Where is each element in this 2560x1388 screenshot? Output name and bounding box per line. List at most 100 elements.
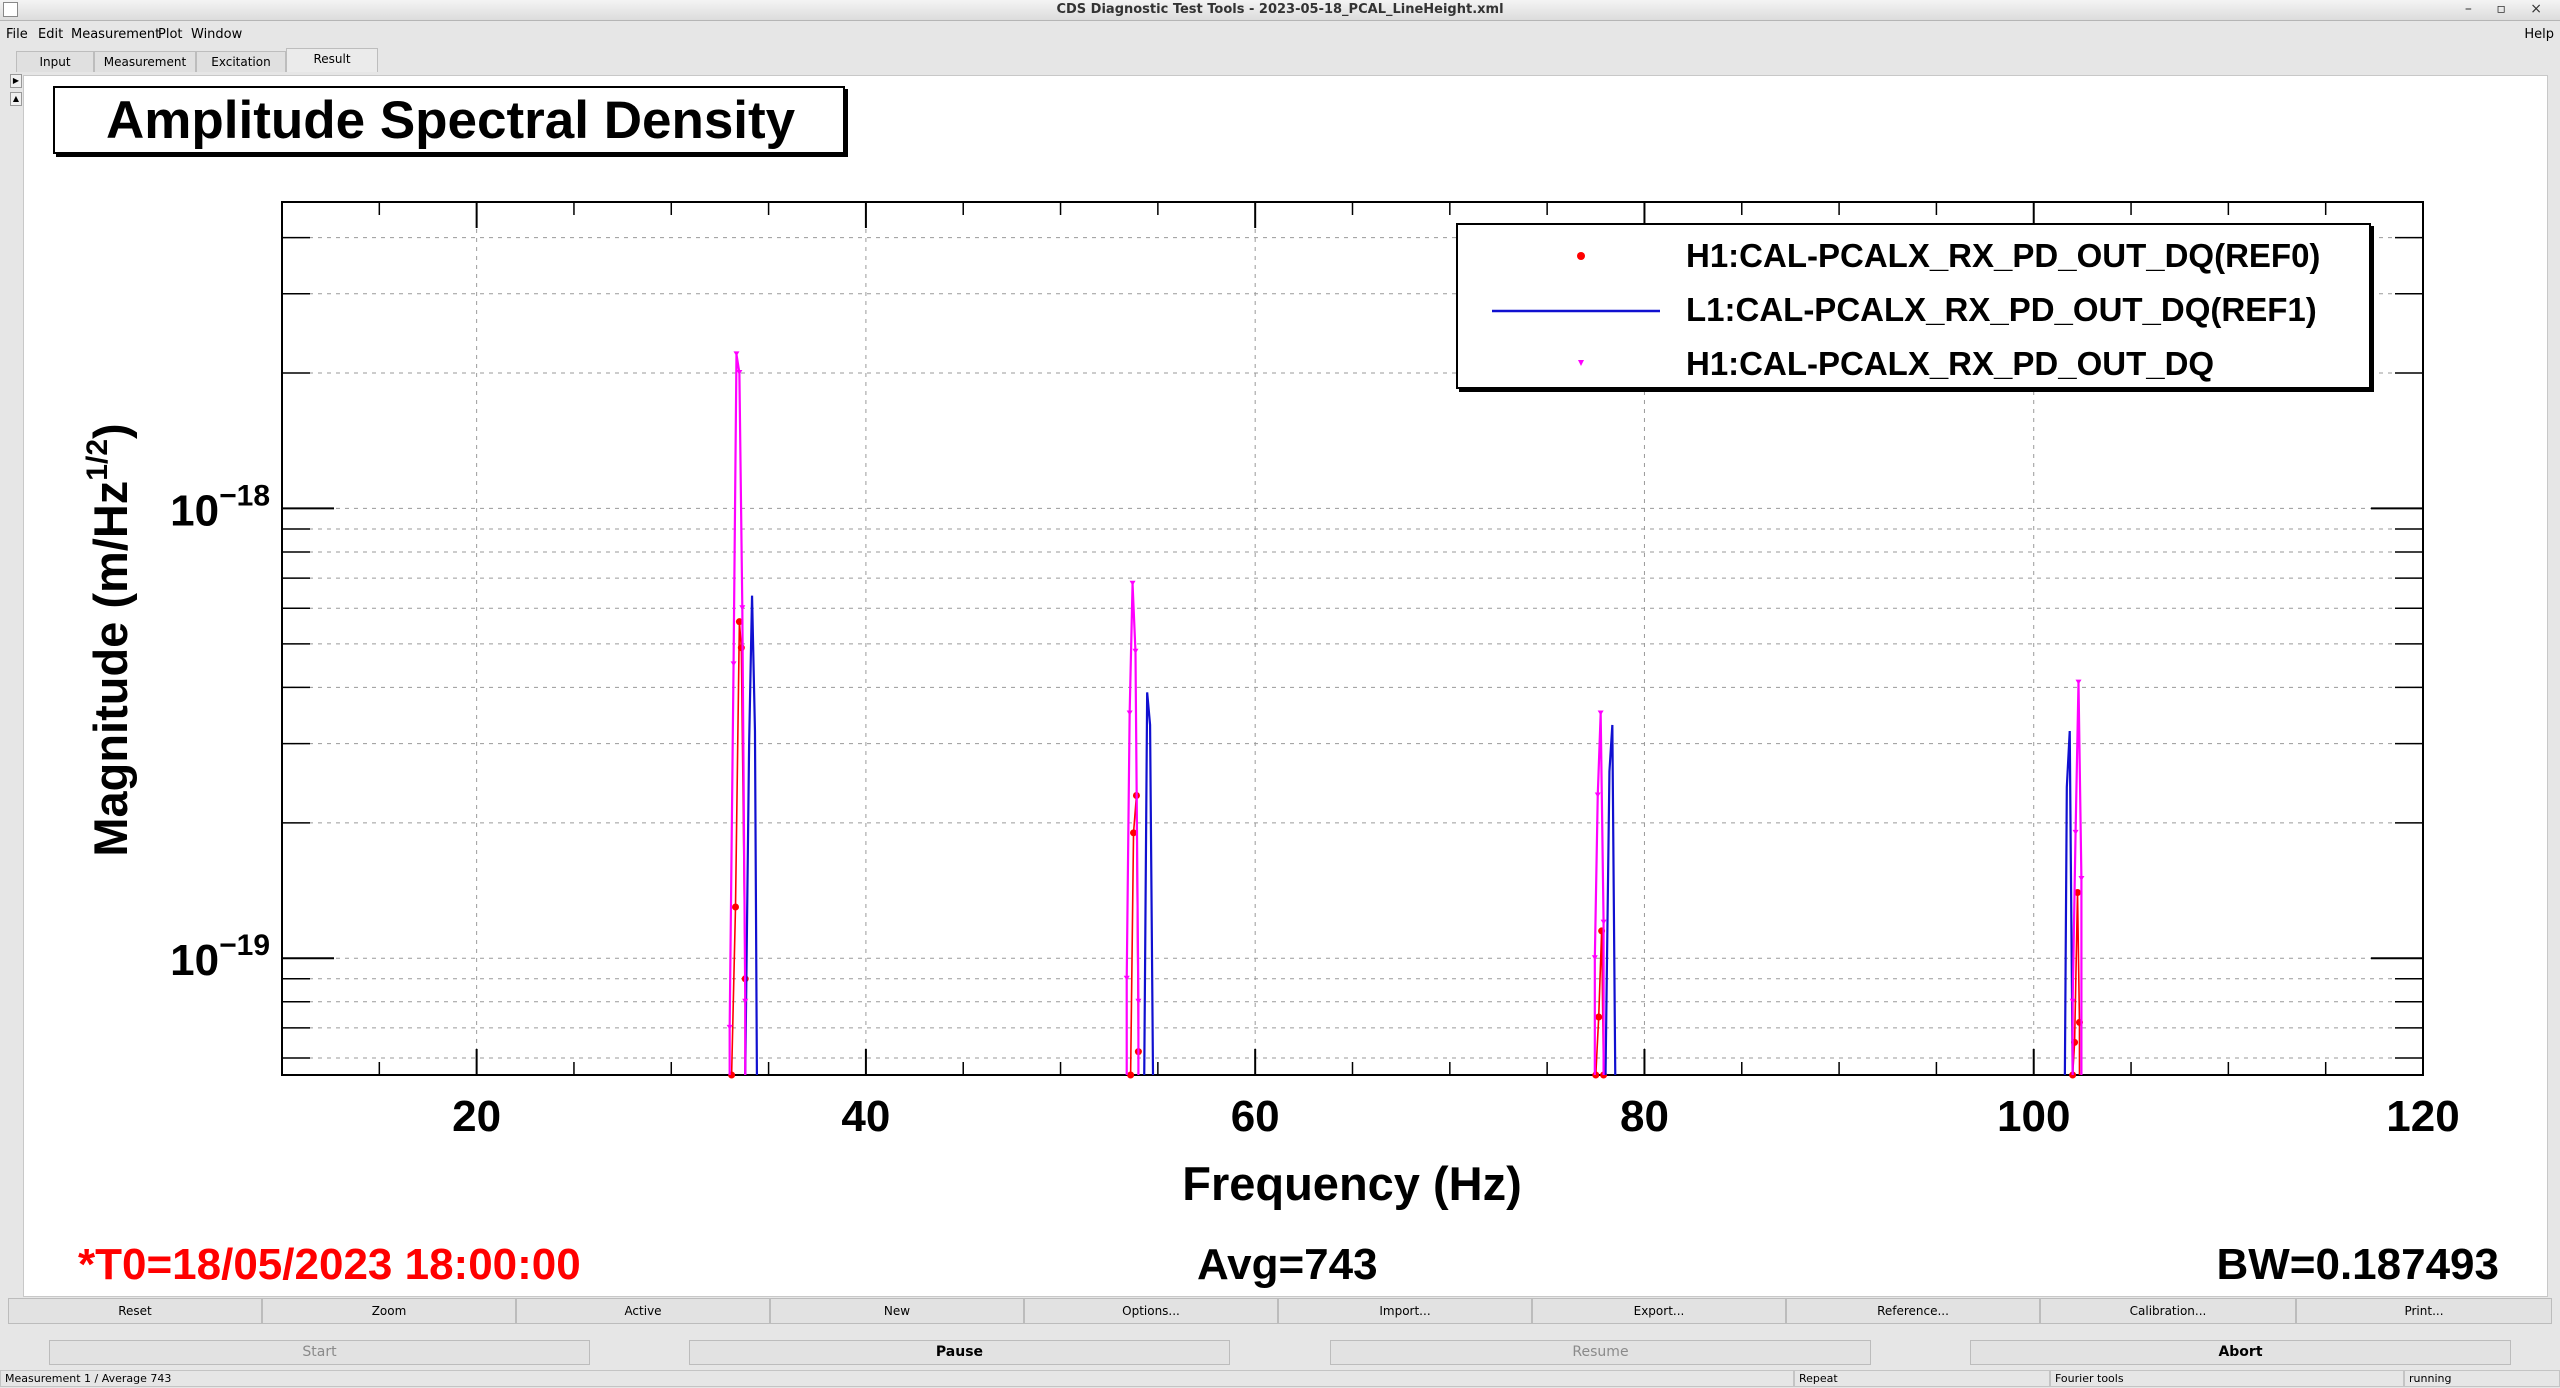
menu-help[interactable]: Help bbox=[2524, 27, 2554, 42]
pad-up-arrow-icon[interactable]: ▲ bbox=[10, 92, 22, 106]
status-measurement: Measurement 1 / Average 743 bbox=[0, 1370, 1794, 1387]
legend-entry-live: H1:CAL-PCALX_RX_PD_OUT_DQ bbox=[1458, 345, 2369, 395]
status-bar: Measurement 1 / Average 743 Repeat Fouri… bbox=[0, 1370, 2560, 1388]
series-1-line bbox=[2063, 730, 2074, 1076]
series-2-point bbox=[1126, 710, 1133, 716]
legend-marker-live bbox=[1578, 360, 1584, 366]
menu-window[interactable]: Window bbox=[191, 27, 243, 42]
svg-text:Magnitude (m/Hz1/2): Magnitude (m/Hz1/2) bbox=[81, 423, 137, 856]
plot-title: Amplitude Spectral Density bbox=[106, 91, 796, 150]
plot-button-row: Reset Zoom Active New Options... Import.… bbox=[8, 1298, 2552, 1325]
series-2-point bbox=[1591, 955, 1598, 961]
axis-ticks bbox=[282, 202, 2424, 1075]
series-0-point bbox=[1130, 829, 1138, 837]
menu-measurement[interactable]: Measurement bbox=[71, 27, 161, 42]
series-2-point bbox=[1600, 919, 1607, 925]
options-button[interactable]: Options... bbox=[1024, 1298, 1278, 1324]
series-0-point bbox=[2074, 888, 2082, 896]
tab-input[interactable]: Input bbox=[16, 51, 94, 72]
series-1-line bbox=[1143, 692, 1155, 1076]
y-tick-label: 10−19 bbox=[170, 929, 270, 985]
series-0-point bbox=[732, 903, 740, 911]
series-0-point bbox=[1595, 1013, 1603, 1021]
x-tick-label: 60 bbox=[1231, 1092, 1280, 1141]
t0-timestamp: *T0=18/05/2023 18:00:00 bbox=[78, 1240, 581, 1289]
reset-button[interactable]: Reset bbox=[8, 1298, 262, 1324]
series-2-point bbox=[1129, 580, 1136, 586]
series-2-point bbox=[736, 370, 743, 376]
average-count: Avg=743 bbox=[1197, 1240, 1378, 1289]
legend-entry-ref0: H1:CAL-PCALX_RX_PD_OUT_DQ(REF0) bbox=[1458, 237, 2369, 287]
reference-button[interactable]: Reference... bbox=[1786, 1298, 2040, 1324]
y-axis-label-main: Magnitude (m/Hz bbox=[84, 481, 137, 857]
legend-label-ref1: L1:CAL-PCALX_RX_PD_OUT_DQ(REF1) bbox=[1686, 291, 2317, 328]
y-axis-label-sup: 1/2 bbox=[81, 439, 114, 481]
series-2-point bbox=[730, 661, 737, 667]
series-2-point bbox=[2078, 876, 2085, 882]
y-tick-label: 10−18 bbox=[170, 479, 270, 535]
x-tick-label: 20 bbox=[452, 1092, 501, 1141]
status-state: running bbox=[2404, 1370, 2560, 1387]
tick-labels: 20 40 60 80 100 120 10−18 10−19 bbox=[170, 479, 2460, 1141]
export-button[interactable]: Export... bbox=[1532, 1298, 1786, 1324]
status-tool: Fourier tools bbox=[2050, 1370, 2404, 1387]
series-2-point bbox=[2069, 998, 2076, 1004]
y-axis-label: Magnitude (m/Hz1/2) bbox=[81, 423, 137, 856]
x-tick-label: 100 bbox=[1997, 1092, 2070, 1141]
window-title: CDS Diagnostic Test Tools - 2023-05-18_P… bbox=[1056, 2, 1504, 17]
window-controls[interactable]: – ▫ × bbox=[2464, 1, 2552, 17]
start-button[interactable]: Start bbox=[49, 1340, 590, 1365]
series-2-point bbox=[733, 351, 740, 357]
series-layer bbox=[726, 351, 2085, 1079]
series-0-point bbox=[1127, 1071, 1135, 1079]
print-button[interactable]: Print... bbox=[2296, 1298, 2552, 1324]
legend-entry-ref1: L1:CAL-PCALX_RX_PD_OUT_DQ(REF1) bbox=[1458, 291, 2369, 341]
legend-marker-ref0 bbox=[1577, 252, 1585, 260]
x-tick-label: 40 bbox=[841, 1092, 890, 1141]
series-2 bbox=[726, 351, 2085, 1075]
window-menu-icon[interactable] bbox=[3, 2, 18, 17]
status-repeat: Repeat bbox=[1794, 1370, 2050, 1387]
window-titlebar: CDS Diagnostic Test Tools - 2023-05-18_P… bbox=[0, 0, 2560, 21]
pad-next-arrow-icon[interactable]: ▶ bbox=[10, 74, 22, 88]
zoom-button[interactable]: Zoom bbox=[262, 1298, 516, 1324]
tab-measurement[interactable]: Measurement bbox=[94, 51, 196, 72]
resume-button[interactable]: Resume bbox=[1330, 1340, 1871, 1365]
series-2-point bbox=[742, 998, 749, 1004]
pad-arrows: ▶ ▲ bbox=[10, 74, 22, 110]
bandwidth-readout: BW=0.187493 bbox=[2216, 1240, 2499, 1289]
series-1 bbox=[744, 595, 2074, 1076]
active-button[interactable]: Active bbox=[516, 1298, 770, 1324]
series-2-point bbox=[2072, 829, 2079, 835]
series-2-point bbox=[1123, 975, 1130, 981]
series-0-point bbox=[737, 644, 745, 652]
calibration-button[interactable]: Calibration... bbox=[2040, 1298, 2296, 1324]
series-2-point bbox=[1597, 710, 1604, 716]
menu-plot[interactable]: Plot bbox=[158, 27, 183, 42]
x-tick-label: 120 bbox=[2386, 1092, 2459, 1141]
legend[interactable]: H1:CAL-PCALX_RX_PD_OUT_DQ(REF0) L1:CAL-P… bbox=[1456, 223, 2371, 389]
import-button[interactable]: Import... bbox=[1278, 1298, 1532, 1324]
x-axis-label: Frequency (Hz) bbox=[1182, 1157, 1522, 1210]
y-axis-label-close: ) bbox=[84, 423, 137, 439]
abort-button[interactable]: Abort bbox=[1970, 1340, 2511, 1365]
series-2-line bbox=[2071, 682, 2083, 1075]
measurement-control-row: Start Pause Resume Abort bbox=[0, 1340, 2560, 1368]
new-button[interactable]: New bbox=[770, 1298, 1024, 1324]
series-2-point bbox=[739, 605, 746, 611]
tab-excitation[interactable]: Excitation bbox=[196, 51, 286, 72]
series-2-point bbox=[1594, 792, 1601, 798]
x-tick-label: 80 bbox=[1620, 1092, 1669, 1141]
menu-bar: File Edit Measurement Plot Window Help bbox=[0, 24, 2560, 46]
series-1-line bbox=[1604, 724, 1617, 1076]
menu-edit[interactable]: Edit bbox=[38, 27, 64, 42]
pause-button[interactable]: Pause bbox=[689, 1340, 1230, 1365]
menu-file[interactable]: File bbox=[6, 27, 28, 42]
series-2-point bbox=[726, 1024, 733, 1030]
tab-result[interactable]: Result bbox=[286, 48, 378, 72]
series-2-point bbox=[1135, 998, 1142, 1004]
legend-line-ref1 bbox=[1492, 309, 1660, 313]
series-0-point bbox=[735, 618, 743, 626]
plot-title-box: Amplitude Spectral Density bbox=[53, 86, 845, 154]
